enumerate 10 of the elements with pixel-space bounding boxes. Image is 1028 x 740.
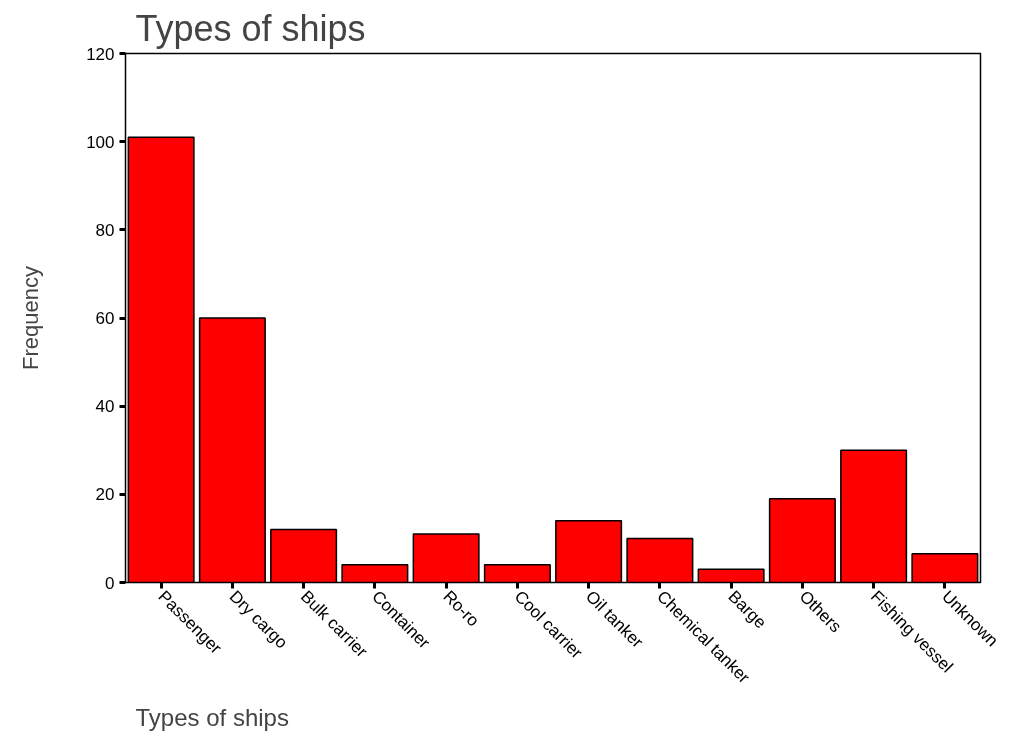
y-tick-label: 40	[95, 397, 115, 417]
y-tick-label: 120	[86, 44, 115, 64]
y-tick-label: 80	[95, 220, 115, 240]
x-axis-title: Types of ships	[135, 703, 289, 731]
y-tick-label: 0	[105, 573, 115, 593]
y-tick-label: 20	[95, 485, 115, 505]
y-tick-label: 100	[86, 132, 115, 152]
y-tick-label: 60	[95, 309, 115, 328]
y-axis-title: Frequency	[18, 266, 44, 370]
chart-title: Types of ships	[135, 7, 366, 49]
